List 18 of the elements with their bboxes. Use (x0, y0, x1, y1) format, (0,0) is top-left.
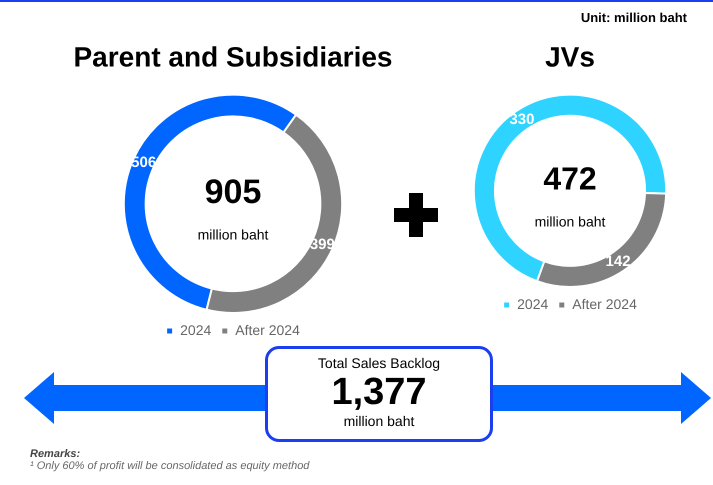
data-label: 330 (509, 111, 534, 128)
legend-label: 2024 (180, 322, 212, 338)
text: million baht (342, 413, 416, 429)
text: Remarks: (30, 448, 82, 460)
chart-title: Parent and Subsidiaries (74, 42, 392, 73)
legend-label: After 2024 (235, 322, 300, 338)
text: million baht (198, 226, 269, 243)
text: Unit: million baht (580, 10, 687, 25)
chart-title: JVs (545, 42, 595, 73)
text: 1,377 (330, 371, 428, 413)
text: million baht (534, 214, 606, 230)
legend-label: After 2024 (572, 296, 638, 312)
text: Total Sales Backlog (316, 355, 442, 371)
text: 905 (204, 173, 262, 212)
text: 472 (543, 160, 597, 197)
text: ¹ Only 60% of profit will be consolidated as equity method (30, 460, 310, 472)
legend-label: 2024 (517, 296, 548, 312)
data-label: 142 (606, 252, 631, 270)
